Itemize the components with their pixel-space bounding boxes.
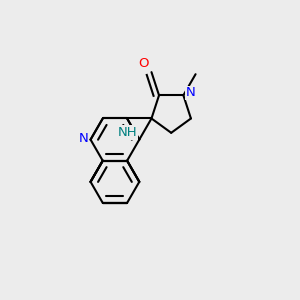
Text: NH: NH xyxy=(117,126,137,139)
Text: N: N xyxy=(186,86,196,99)
Text: O: O xyxy=(138,57,148,70)
Text: N: N xyxy=(78,132,88,145)
